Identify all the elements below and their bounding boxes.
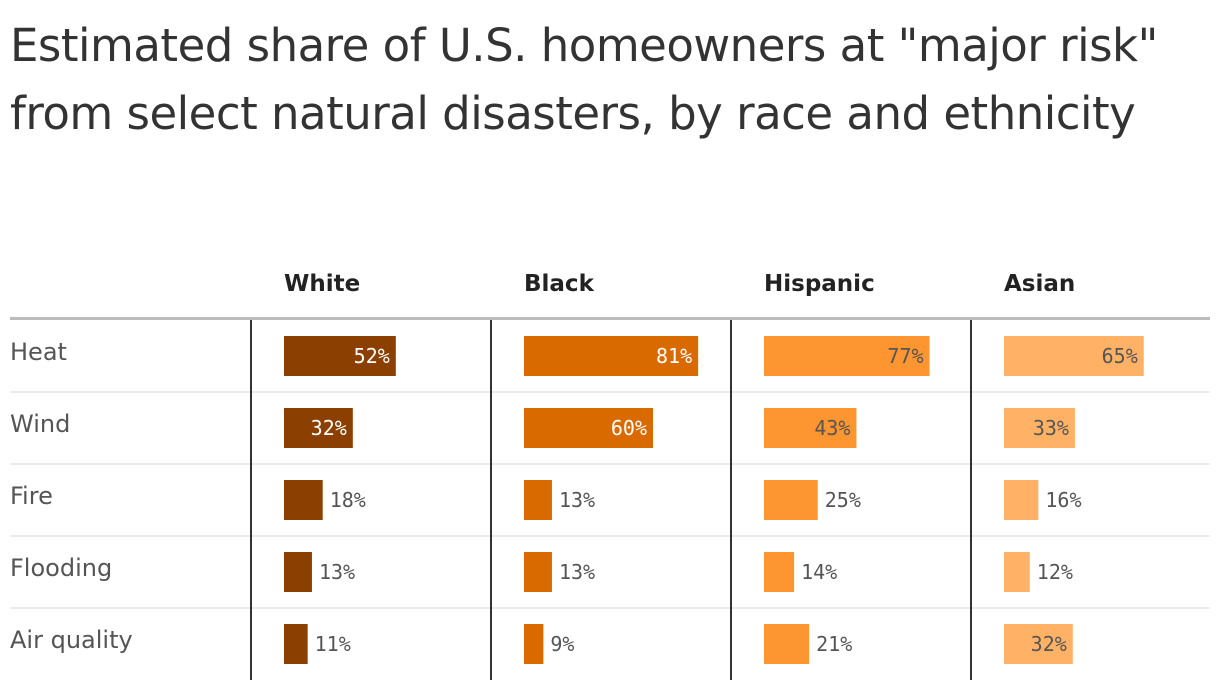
bar-hispanic-air-quality [764,624,810,664]
row-label-heat: Heat [10,338,67,366]
column-headers: White Black Hispanic Asian [284,271,1075,297]
row-label-flooding: Flooding [10,554,112,582]
data-label: 32% [311,416,347,440]
bar-asian-heat [1004,336,1144,376]
bar-hispanic-heat [764,336,930,376]
column-header-hispanic: Hispanic [764,271,875,297]
column-header-asian: Asian [1004,271,1075,297]
row-label-fire: Fire [10,482,53,510]
data-label: 33% [1033,416,1069,440]
row-label-air-quality: Air quality [10,626,133,654]
chart-rows: Heat Wind Fire Flooding Air quality [10,317,1210,680]
chart-title: Estimated share of U.S. homeowners at "m… [10,19,1158,140]
bar-black-flooding [524,552,552,592]
column-header-white: White [284,271,360,297]
bar-white-heat [284,336,396,376]
bar-white-wind [284,408,353,448]
bar-white-fire [284,480,323,520]
data-label: 52% [354,344,390,368]
bar-black-fire [524,480,552,520]
column-header-black: Black [524,271,595,297]
data-label: 65% [1102,344,1138,368]
bar-white-air-quality [284,624,308,664]
data-label: 18% [330,488,366,512]
chart-bars: 52% 32% 18% 13% 11% 81% 60% 13% 13% 9% 77% 43% 25% 14… [284,336,1144,664]
bar-asian-flooding [1004,552,1030,592]
bar-hispanic-wind [764,408,857,448]
data-label: 9% [550,632,574,656]
data-label: 12% [1037,560,1073,584]
bar-asian-fire [1004,480,1039,520]
data-label: 13% [559,488,595,512]
bar-black-air-quality [524,624,544,664]
data-label: 32% [1031,632,1067,656]
row-label-wind: Wind [10,410,70,438]
bar-hispanic-flooding [764,552,795,592]
data-label: 60% [611,416,647,440]
data-label: 25% [825,488,861,512]
data-label: 16% [1045,488,1081,512]
data-label: 21% [816,632,852,656]
data-label: 13% [319,560,355,584]
bar-hispanic-fire [764,480,818,520]
bar-white-flooding [284,552,312,592]
data-label: 14% [801,560,837,584]
bar-black-wind [524,408,653,448]
bar-asian-air-quality [1004,624,1073,664]
data-label: 11% [315,632,351,656]
bar-chart: White Black Hispanic Asian Heat Wind Fire Floo… [10,271,1210,680]
data-label: 81% [656,344,692,368]
data-label: 77% [887,344,923,368]
bar-asian-wind [1004,408,1075,448]
data-label: 43% [814,416,850,440]
bar-black-heat [524,336,699,376]
data-label: 13% [559,560,595,584]
